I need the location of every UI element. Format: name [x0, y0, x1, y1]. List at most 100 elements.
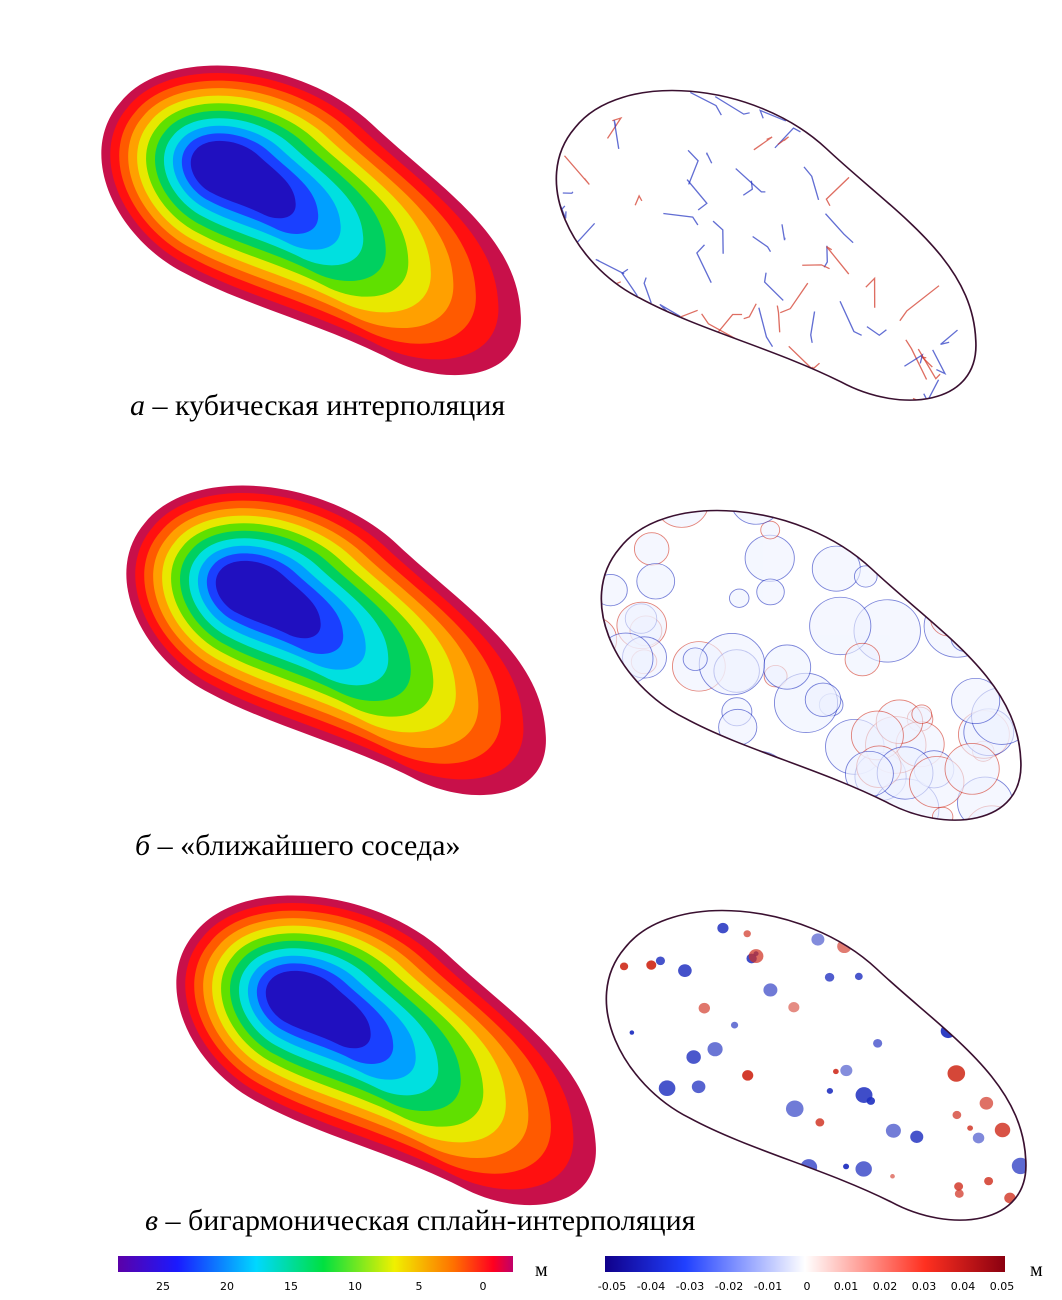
error-ring	[637, 564, 675, 599]
error-stroke	[975, 196, 993, 212]
error-map	[545, 462, 1042, 856]
error-ring	[634, 533, 668, 565]
error-ring	[629, 777, 664, 810]
error-spot	[589, 1088, 597, 1095]
caption-letter: а	[130, 389, 145, 422]
error-spot	[580, 955, 598, 972]
error-stroke	[765, 390, 777, 399]
error-ring	[1000, 653, 1042, 692]
error-map	[509, 35, 993, 433]
error-spot	[967, 1125, 973, 1130]
error-stroke	[511, 384, 530, 398]
error-ring	[972, 560, 992, 578]
error-ring	[553, 538, 603, 585]
error-spot	[948, 1065, 966, 1081]
error-spot	[815, 1118, 824, 1126]
caption-text: – бигармоническая сплайн-интерполяция	[165, 1204, 696, 1237]
error-spot	[589, 1052, 599, 1061]
error-spot	[966, 926, 982, 941]
error-ring	[761, 521, 780, 539]
colorbar-tick-label: 15	[284, 1280, 298, 1293]
error-ring	[699, 633, 764, 694]
error-ring	[956, 530, 996, 567]
error-ring	[635, 479, 676, 518]
error-spot	[788, 1002, 799, 1012]
error-spot	[744, 930, 751, 937]
error-ring	[773, 462, 831, 517]
error-ring	[594, 574, 627, 605]
error-spot	[686, 1050, 700, 1064]
error-stroke	[958, 255, 982, 270]
error-spot	[786, 1101, 804, 1117]
error-spot	[656, 1131, 674, 1148]
caption-text: – кубическая интерполяция	[152, 389, 506, 422]
error-ring	[764, 645, 811, 689]
error-spot	[955, 1190, 964, 1198]
error-ring	[1000, 542, 1029, 569]
colorbar-tick-label: 25	[156, 1280, 170, 1293]
error-spot	[827, 1088, 833, 1094]
error-stroke	[531, 273, 551, 279]
error-spot	[593, 942, 607, 955]
error-spot	[707, 1042, 722, 1056]
error-spot	[595, 1032, 600, 1036]
error-spot	[837, 1184, 852, 1198]
depth-map	[126, 486, 546, 796]
error-stroke	[835, 397, 858, 412]
error-spot	[952, 1111, 961, 1119]
error-spot	[855, 1161, 871, 1176]
error-stroke	[551, 80, 575, 86]
error-ring	[845, 751, 893, 796]
depth-map	[176, 896, 596, 1206]
error-ring	[555, 566, 601, 609]
lake-fill	[606, 911, 1026, 1221]
error-spot	[986, 929, 991, 933]
error-stroke	[517, 169, 542, 183]
error-ring	[835, 493, 886, 540]
error-ring	[597, 472, 643, 515]
colorbar-tick-label: 20	[220, 1280, 234, 1293]
error-spot	[748, 1154, 762, 1167]
error-spot	[717, 923, 728, 933]
colorbar-tick-label: -0.01	[754, 1280, 782, 1293]
colorbar-tick-label: -0.03	[676, 1280, 704, 1293]
error-stroke	[537, 323, 554, 346]
error-stroke	[925, 112, 951, 146]
error-spot	[973, 1133, 984, 1144]
error-spot	[962, 914, 972, 923]
error-ring	[912, 705, 932, 724]
error-stroke	[509, 86, 546, 112]
error-spot	[890, 1174, 895, 1178]
error-ring	[854, 566, 877, 587]
figure: а – кубическая интерполяция б – «ближайше…	[0, 0, 1062, 1300]
error-spot	[701, 1158, 707, 1163]
error-ring	[730, 751, 789, 806]
colorbar-tick-label: -0.05	[598, 1280, 626, 1293]
error-spot	[703, 1222, 711, 1229]
error-spot	[590, 958, 604, 972]
caption-text: – «ближайшего соседа»	[157, 829, 461, 862]
colorbar-tick-label: 10	[348, 1280, 362, 1293]
error-spot	[984, 1177, 993, 1185]
error-stroke	[591, 327, 608, 350]
error-ring	[945, 743, 999, 794]
error-ring	[610, 760, 658, 805]
error-ring	[773, 475, 795, 496]
colorbar-tick-label: 0	[804, 1280, 811, 1293]
error-spot	[645, 1136, 657, 1147]
error-spot	[1001, 949, 1018, 965]
error-ring	[737, 782, 795, 837]
colorbar-depth	[118, 1256, 513, 1272]
colorbar-tick-label: 0.04	[951, 1280, 976, 1293]
colorbar-error	[605, 1256, 1005, 1272]
error-stroke	[634, 379, 661, 388]
colorbar-tick-label: -0.04	[637, 1280, 665, 1293]
error-spot	[980, 1097, 994, 1110]
caption-letter: б	[135, 829, 151, 862]
error-ring	[683, 648, 707, 671]
error-stroke	[519, 211, 544, 228]
error-ring	[932, 807, 952, 826]
error-ring	[757, 579, 785, 605]
error-stroke	[880, 135, 907, 160]
error-stroke	[936, 35, 943, 65]
